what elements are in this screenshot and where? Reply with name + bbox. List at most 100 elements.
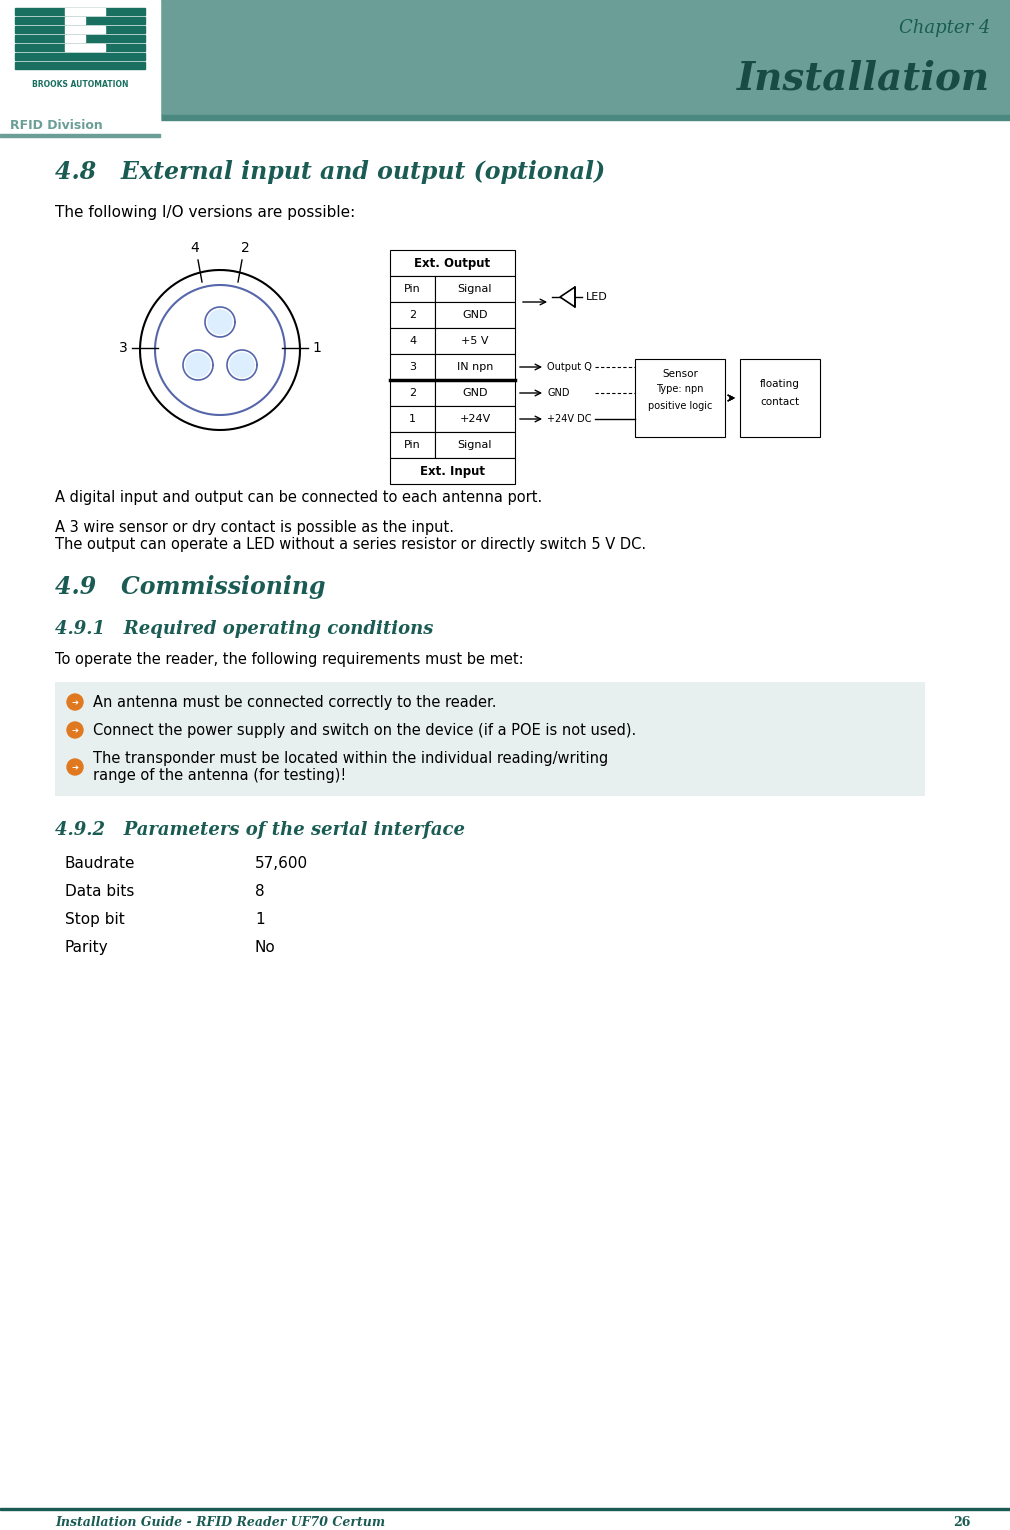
Circle shape [67, 759, 83, 776]
Bar [435, 275, 515, 301]
Text: 57,600: 57,600 [255, 855, 308, 871]
Bar [390, 353, 435, 379]
Text: Parity: Parity [65, 939, 109, 955]
Bar [435, 405, 515, 431]
Text: 4.9   Commissioning: 4.9 Commissioning [55, 575, 325, 600]
Bar [15, 35, 145, 41]
Bar [0, 135, 160, 138]
Text: Installation Guide - RFID Reader UF70 Certum: Installation Guide - RFID Reader UF70 Ce… [55, 1516, 385, 1528]
Bar [390, 275, 435, 301]
Text: Installation: Installation [737, 60, 990, 96]
Text: A 3 wire sensor or dry contact is possible as the input.
The output can operate : A 3 wire sensor or dry contact is possib… [55, 520, 646, 552]
Text: positive logic: positive logic [647, 401, 712, 412]
Bar [15, 8, 145, 15]
Bar [55, 682, 925, 796]
Circle shape [67, 695, 83, 710]
Bar [740, 360, 820, 438]
Text: 1: 1 [409, 415, 416, 424]
Text: Ext. Input: Ext. Input [420, 465, 485, 477]
Bar [435, 431, 515, 457]
Bar [0, 115, 160, 135]
Text: Chapter 4: Chapter 4 [899, 18, 990, 37]
Text: 4.8   External input and output (optional): 4.8 External input and output (optional) [55, 161, 605, 184]
Text: Pin: Pin [404, 441, 421, 450]
Text: 2: 2 [409, 389, 416, 398]
Bar [65, 26, 105, 34]
Text: ➔: ➔ [72, 762, 79, 771]
Bar [15, 44, 145, 50]
Bar [435, 379, 515, 405]
Text: +24V DC: +24V DC [547, 415, 592, 424]
Text: BROOKS AUTOMATION: BROOKS AUTOMATION [31, 80, 128, 89]
Text: Sensor: Sensor [663, 369, 698, 379]
Text: GND: GND [463, 311, 488, 320]
Bar [65, 17, 85, 24]
Text: 4: 4 [409, 337, 416, 346]
Text: Output Q: Output Q [547, 363, 592, 372]
Text: Type: npn: Type: npn [656, 384, 704, 395]
Text: 2: 2 [240, 242, 249, 256]
Bar [160, 115, 1010, 119]
Text: No: No [255, 939, 276, 955]
Bar [390, 249, 515, 275]
Bar [15, 17, 145, 24]
Bar [65, 35, 85, 41]
Bar [435, 353, 515, 379]
Bar [390, 327, 435, 353]
Bar [635, 360, 725, 438]
Text: Ext. Output: Ext. Output [414, 257, 491, 269]
Text: To operate the reader, the following requirements must be met:: To operate the reader, the following req… [55, 652, 523, 667]
Bar [15, 26, 145, 34]
Text: +5 V: +5 V [462, 337, 489, 346]
Text: GND: GND [547, 389, 570, 398]
Text: floating: floating [761, 379, 800, 389]
Text: The transponder must be located within the individual reading/writing
range of t: The transponder must be located within t… [93, 751, 608, 783]
Text: 1: 1 [312, 341, 321, 355]
Bar [15, 54, 145, 60]
Text: Baudrate: Baudrate [65, 855, 135, 871]
Text: RFID Division: RFID Division [10, 118, 103, 132]
Text: 4.9.2   Parameters of the serial interface: 4.9.2 Parameters of the serial interface [55, 822, 465, 838]
Text: 3: 3 [119, 341, 128, 355]
Circle shape [230, 353, 254, 376]
Circle shape [67, 722, 83, 737]
Text: GND: GND [463, 389, 488, 398]
Bar [390, 457, 515, 483]
Text: 4.9.1   Required operating conditions: 4.9.1 Required operating conditions [55, 620, 433, 638]
Text: An antenna must be connected correctly to the reader.: An antenna must be connected correctly t… [93, 695, 497, 710]
Bar [65, 44, 105, 50]
Bar [435, 327, 515, 353]
Bar [15, 63, 145, 69]
Circle shape [186, 353, 210, 376]
Text: IN npn: IN npn [457, 363, 493, 372]
Bar [65, 8, 105, 15]
Text: A digital input and output can be connected to each antenna port.: A digital input and output can be connec… [55, 490, 542, 505]
Bar [0, 0, 160, 135]
Text: 4: 4 [191, 242, 199, 256]
Circle shape [208, 311, 232, 334]
Text: ➔: ➔ [72, 698, 79, 707]
Text: contact: contact [761, 396, 800, 407]
Text: The following I/O versions are possible:: The following I/O versions are possible: [55, 205, 356, 220]
Bar [0, 1509, 1010, 1510]
Text: 1: 1 [255, 912, 265, 927]
Bar [390, 405, 435, 431]
Bar [435, 301, 515, 327]
Text: ➔: ➔ [72, 725, 79, 734]
Bar [390, 301, 435, 327]
Bar [160, 0, 1010, 115]
Text: Pin: Pin [404, 285, 421, 294]
Text: 2: 2 [409, 311, 416, 320]
Text: Signal: Signal [458, 441, 492, 450]
Bar [390, 379, 435, 405]
Text: 8: 8 [255, 884, 265, 900]
Text: Signal: Signal [458, 285, 492, 294]
Text: Data bits: Data bits [65, 884, 134, 900]
Text: 26: 26 [952, 1516, 970, 1528]
Text: 3: 3 [409, 363, 416, 372]
Text: LED: LED [586, 292, 608, 301]
Text: +24V: +24V [460, 415, 491, 424]
Bar [390, 431, 435, 457]
Text: Connect the power supply and switch on the device (if a POE is not used).: Connect the power supply and switch on t… [93, 722, 636, 737]
Text: Stop bit: Stop bit [65, 912, 125, 927]
